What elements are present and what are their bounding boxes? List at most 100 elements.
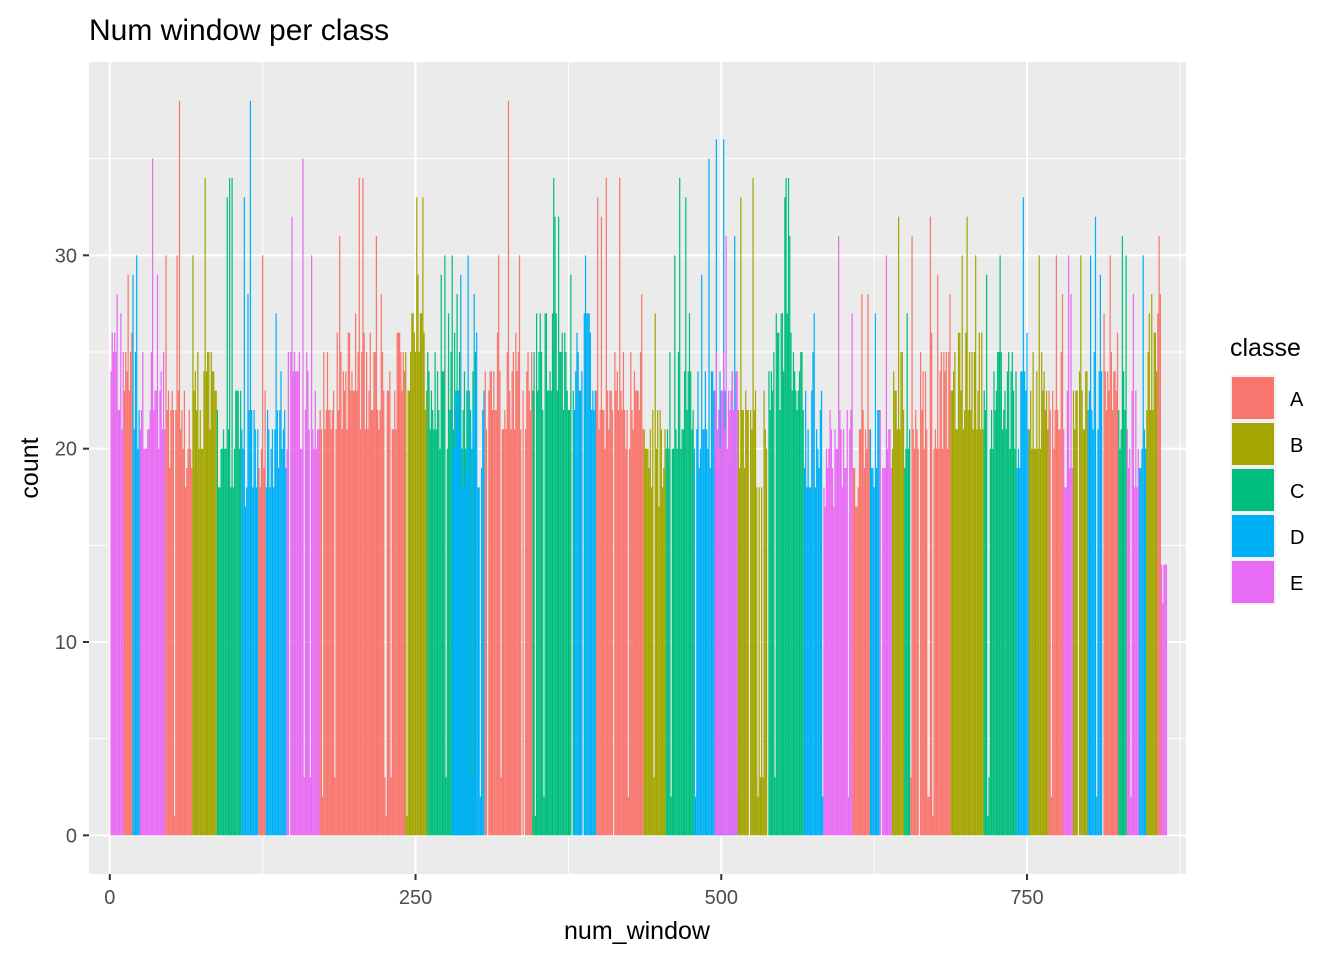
bar-A (166, 410, 168, 836)
bar-E (846, 410, 848, 836)
bar-A (524, 429, 527, 836)
bar-C (802, 410, 804, 836)
bar-D (452, 448, 455, 836)
bar-E (318, 429, 320, 836)
bar-E (831, 468, 834, 836)
bar-C (537, 390, 539, 836)
bar-E (159, 390, 161, 836)
bar-B (981, 332, 983, 836)
bar-C (558, 216, 560, 836)
bar-E (727, 390, 730, 836)
bar-A (610, 390, 612, 836)
bar-E (302, 158, 304, 836)
bar-A (346, 429, 348, 836)
bar-A (354, 313, 357, 836)
bar-E (1130, 796, 1132, 836)
bar-D (1097, 429, 1099, 836)
bar-A (1049, 410, 1051, 836)
bar-A (366, 352, 368, 836)
y-tick-label: 30 (55, 245, 77, 267)
bar-E (736, 371, 738, 836)
bar-B (1028, 429, 1031, 836)
bar-D (1092, 429, 1094, 836)
bar-A (259, 487, 261, 836)
bar-A (1159, 294, 1161, 836)
bar-E (299, 448, 302, 836)
bar-B (982, 429, 984, 836)
bar-C (905, 448, 907, 836)
bar-A (1052, 390, 1054, 836)
bar-B (419, 313, 422, 836)
bar-C (676, 448, 678, 836)
bar-B (1034, 448, 1037, 836)
bar-A (172, 410, 174, 836)
bar-A (1059, 429, 1061, 836)
bar-C (776, 332, 779, 836)
bar-D (819, 410, 821, 836)
bar-A (320, 429, 322, 836)
bar-E (827, 468, 829, 836)
bar-D (254, 429, 256, 836)
bar-A (868, 429, 870, 836)
bar-C (561, 332, 563, 836)
bar-D (1138, 468, 1141, 836)
bar-A (631, 410, 633, 836)
bar-C (1120, 429, 1122, 836)
bar-E (836, 448, 839, 836)
bar-A (626, 410, 628, 836)
bar-C (773, 352, 775, 836)
bar-C (987, 816, 989, 836)
bar-C (569, 410, 571, 836)
bar-B (893, 371, 895, 836)
bar-A (633, 371, 636, 836)
bar-E (823, 487, 825, 836)
bar-B (1038, 255, 1040, 836)
bar-C (224, 448, 226, 836)
bar-C (447, 313, 450, 836)
bar-B (1044, 410, 1046, 836)
bar-A (1061, 294, 1064, 836)
bar-E (724, 429, 726, 836)
bar-A (373, 352, 375, 836)
bar-D (592, 390, 594, 836)
bar-C (907, 448, 909, 836)
bar-A (935, 448, 938, 836)
bar-A (620, 390, 622, 836)
bar-C (783, 371, 785, 836)
bar-B (1031, 448, 1033, 836)
bar-B (214, 390, 216, 836)
bar-A (637, 390, 639, 836)
bar-C (1010, 371, 1012, 836)
bar-C (794, 371, 796, 836)
bar-B (1082, 429, 1084, 836)
bar-C (983, 390, 985, 836)
bar-C (547, 390, 549, 836)
bar-D (817, 448, 819, 836)
bar-A (495, 410, 497, 836)
bar-D (271, 429, 274, 836)
bar-D (457, 390, 459, 836)
bar-C (1125, 255, 1127, 836)
bar-E (1126, 429, 1128, 836)
bar-A (1056, 410, 1059, 836)
bar-B (418, 352, 420, 836)
bar-E (828, 448, 830, 836)
bar-C (668, 448, 670, 836)
bar-B (761, 487, 763, 836)
bar-D (587, 313, 589, 836)
bar-A (922, 371, 924, 836)
bar-D (575, 371, 577, 836)
bar-A (128, 390, 130, 836)
bar-B (900, 352, 902, 836)
bars (110, 100, 1168, 836)
bar-E (308, 429, 310, 836)
bar-B (423, 332, 425, 836)
bar-A (937, 274, 939, 836)
bar-E (297, 371, 299, 836)
bar-E (735, 371, 737, 836)
bar-E (1163, 564, 1165, 836)
bar-D (1022, 197, 1024, 836)
bar-D (1143, 429, 1146, 836)
bar-A (600, 216, 603, 836)
bar-C (237, 390, 239, 836)
